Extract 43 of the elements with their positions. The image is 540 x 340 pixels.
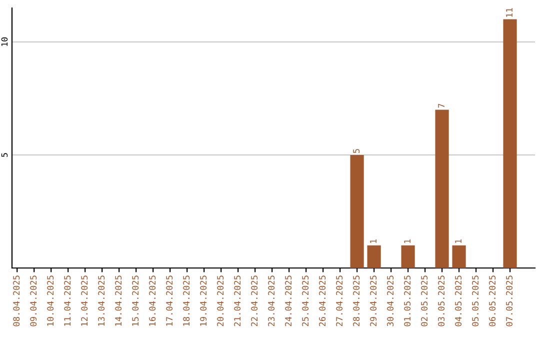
data-label: 1 xyxy=(455,239,462,243)
x-tick-label: 07.05.2025 xyxy=(506,276,513,326)
x-tick-label: 01.05.2025 xyxy=(404,276,411,326)
x-tick-label: 21.04.2025 xyxy=(234,276,241,326)
bar xyxy=(401,245,415,268)
x-tick-label: 08.04.2025 xyxy=(13,276,20,326)
x-tick-label: 18.04.2025 xyxy=(183,276,190,326)
x-tick-label: 10.04.2025 xyxy=(47,276,54,326)
data-label: 5 xyxy=(353,149,360,153)
x-tick-label: 14.04.2025 xyxy=(115,276,122,326)
x-tick-label: 16.04.2025 xyxy=(149,276,156,326)
bar xyxy=(350,154,364,268)
bar xyxy=(452,245,466,268)
x-tick-label: 26.04.2025 xyxy=(319,276,326,326)
x-tick-label: 25.04.2025 xyxy=(302,276,309,326)
x-tick-label: 19.04.2025 xyxy=(200,276,207,326)
y-tick-label: 10 xyxy=(1,37,8,46)
data-label: 11 xyxy=(506,8,512,17)
data-label: 7 xyxy=(438,104,444,108)
x-tick-label: 05.05.2025 xyxy=(472,276,479,326)
x-tick-label: 15.04.2025 xyxy=(132,276,139,326)
x-tick-label: 17.04.2025 xyxy=(166,276,173,326)
data-label: 1 xyxy=(404,239,410,243)
x-tick-label: 13.04.2025 xyxy=(98,276,105,326)
bar xyxy=(435,110,449,268)
x-tick-label: 09.04.2025 xyxy=(30,276,37,326)
x-tick-label: 23.04.2025 xyxy=(268,276,275,326)
x-tick-label: 29.04.2025 xyxy=(370,276,377,326)
x-tick-label: 22.04.2025 xyxy=(251,276,258,326)
x-tick-label: 04.05.2025 xyxy=(455,276,462,326)
x-tick-label: 03.05.2025 xyxy=(438,276,445,326)
x-tick-label: 24.04.2025 xyxy=(285,276,292,326)
x-tick-label: 12.04.2025 xyxy=(81,276,88,326)
x-tick-label: 30.04.2025 xyxy=(387,276,394,326)
x-tick-label: 11.04.2025 xyxy=(64,276,71,326)
bar xyxy=(367,245,381,268)
x-tick-label: 27.04.2025 xyxy=(336,276,343,326)
x-tick-label: 02.05.2025 xyxy=(421,276,428,326)
x-tick-label: 20.04.2025 xyxy=(217,276,224,326)
x-tick-label: 28.04.2025 xyxy=(353,276,360,326)
bar xyxy=(503,19,517,268)
data-label: 1 xyxy=(370,239,376,243)
x-tick-label: 06.05.2025 xyxy=(489,276,496,326)
